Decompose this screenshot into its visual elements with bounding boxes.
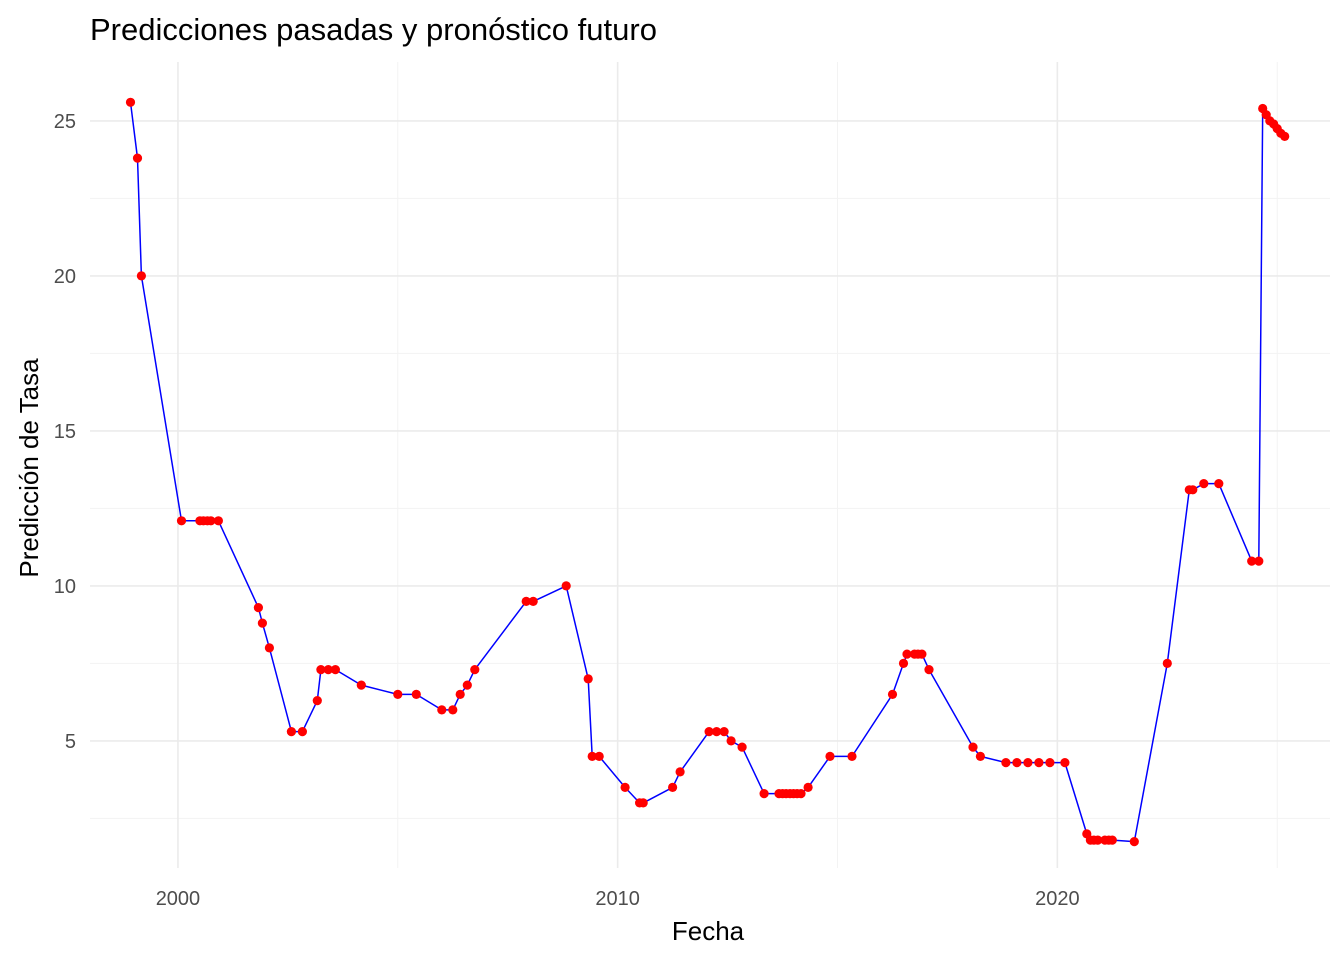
data-point — [470, 665, 480, 675]
x-axis-ticks: 2000 2010 2020 — [156, 888, 1080, 910]
data-point — [448, 705, 458, 715]
data-point — [312, 696, 322, 706]
data-point — [462, 680, 472, 690]
data-point — [975, 751, 986, 762]
data-point — [587, 751, 597, 762]
data-point — [206, 516, 216, 526]
data-point — [1023, 758, 1033, 768]
series — [125, 97, 1290, 847]
data-point — [257, 618, 267, 628]
data-point — [583, 674, 593, 684]
data-point — [1012, 758, 1022, 768]
data-point — [1254, 556, 1264, 566]
y-tick-label: 15 — [54, 421, 76, 443]
data-point — [1129, 837, 1139, 847]
data-point — [737, 742, 747, 752]
data-point — [316, 665, 326, 675]
data-point — [1199, 479, 1209, 489]
data-point — [253, 603, 263, 613]
data-point — [1093, 835, 1103, 845]
x-tick-label: 2000 — [156, 888, 201, 910]
data-point — [719, 727, 729, 737]
data-point — [726, 736, 736, 746]
data-point — [393, 689, 403, 700]
y-tick-label: 5 — [65, 731, 76, 753]
data-point — [455, 689, 465, 700]
data-point — [675, 767, 685, 777]
data-point — [668, 782, 678, 793]
data-point — [561, 581, 571, 591]
data-point — [712, 727, 722, 737]
data-point — [1060, 758, 1070, 768]
data-point — [759, 789, 769, 799]
y-axis-ticks: 5 10 15 20 25 — [54, 111, 76, 753]
data-point — [847, 751, 857, 762]
data-point — [803, 782, 813, 793]
data-point — [1001, 758, 1011, 768]
data-point — [924, 665, 934, 675]
y-axis-title: Predicción de Tasa — [14, 358, 44, 578]
data-point — [1162, 658, 1172, 669]
grid — [90, 62, 1330, 868]
data-point — [411, 689, 421, 700]
x-axis-title: Fecha — [672, 916, 745, 946]
chart-title: Predicciones pasadas y pronóstico futuro — [90, 12, 657, 47]
data-point — [136, 271, 146, 281]
data-point — [286, 727, 296, 737]
data-point — [1034, 758, 1044, 768]
y-tick-label: 10 — [54, 576, 76, 598]
data-point — [1188, 485, 1198, 495]
data-point — [528, 596, 538, 607]
data-point — [297, 727, 307, 737]
data-point — [356, 680, 366, 690]
data-point — [796, 789, 806, 799]
data-point — [898, 658, 909, 669]
data-point — [521, 596, 531, 607]
data-point — [132, 153, 143, 163]
data-point — [638, 798, 648, 808]
data-point — [1045, 758, 1055, 768]
data-point — [825, 751, 835, 762]
data-point — [1247, 556, 1257, 566]
data-point — [594, 751, 604, 762]
data-point — [902, 649, 912, 659]
data-point — [264, 643, 274, 653]
data-point — [620, 782, 630, 793]
data-point — [1107, 835, 1117, 845]
data-point — [323, 665, 333, 675]
data-point — [330, 665, 340, 675]
data-point — [213, 516, 223, 526]
x-tick-label: 2010 — [595, 888, 640, 910]
y-tick-label: 25 — [54, 111, 76, 133]
data-point — [1280, 131, 1290, 141]
data-point — [125, 97, 136, 107]
data-point — [968, 742, 978, 752]
y-tick-label: 20 — [54, 266, 76, 288]
data-point — [176, 516, 187, 526]
data-point — [704, 727, 714, 737]
data-point — [887, 689, 898, 700]
data-point — [917, 649, 927, 659]
data-point — [1214, 479, 1224, 489]
data-point — [437, 705, 447, 715]
x-tick-label: 2020 — [1035, 888, 1080, 910]
